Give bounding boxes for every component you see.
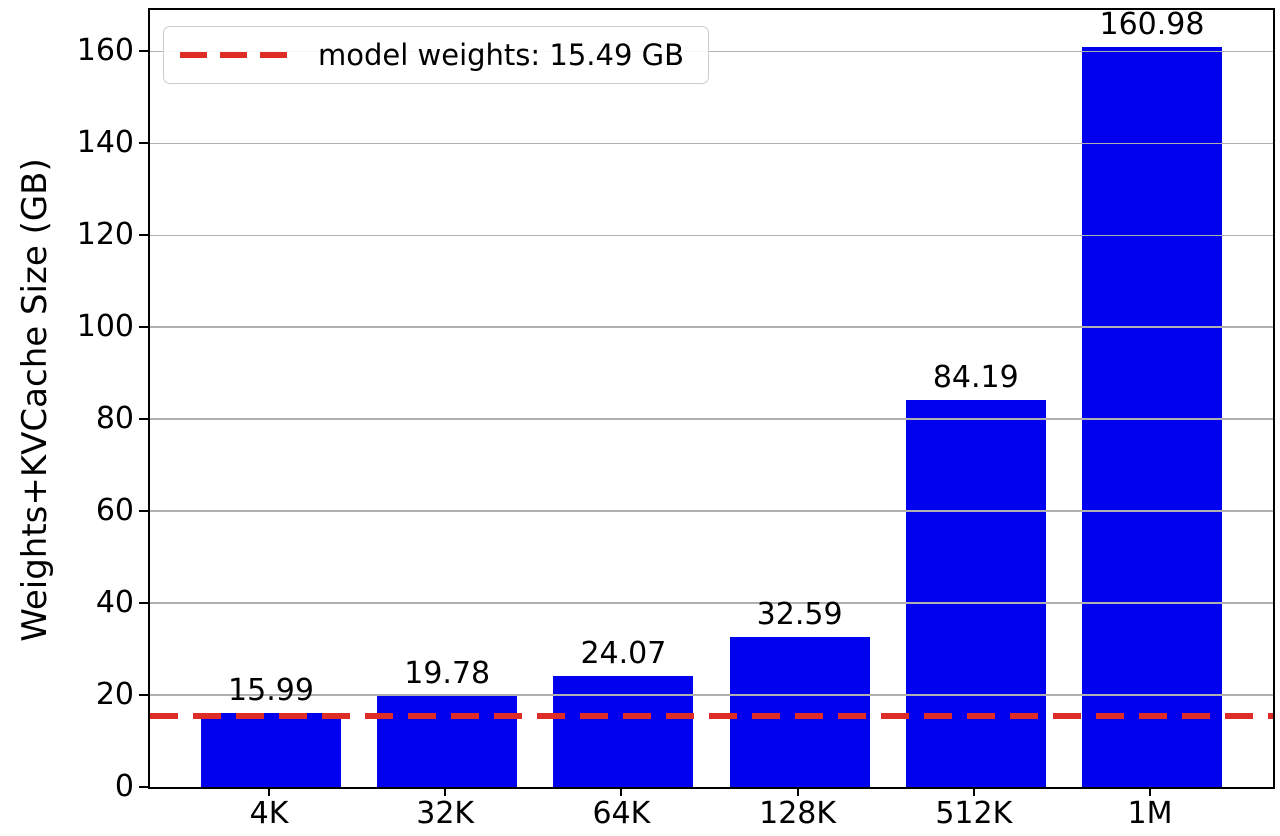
y-tick-label: 40 xyxy=(95,585,134,621)
gridline xyxy=(150,326,1273,328)
x-tick-label: 4K xyxy=(249,796,289,831)
bar xyxy=(553,676,694,787)
x-tick-mark xyxy=(620,787,623,796)
bar-value-label: 15.99 xyxy=(228,673,314,709)
y-tick-label: 80 xyxy=(95,401,134,437)
x-tick-label: 1M xyxy=(1127,796,1173,831)
gridline xyxy=(150,602,1273,604)
model-weights-reference-line xyxy=(150,712,1273,719)
y-tick-label: 60 xyxy=(95,493,134,529)
y-tick-mark xyxy=(139,50,148,53)
y-tick-mark xyxy=(139,418,148,421)
y-tick-label: 100 xyxy=(76,309,134,345)
y-tick-label: 20 xyxy=(95,677,134,713)
y-tick-mark xyxy=(139,326,148,329)
legend-label: model weights: 15.49 GB xyxy=(318,38,684,72)
x-tick-label: 128K xyxy=(759,796,837,831)
y-tick-mark xyxy=(139,142,148,145)
x-tick-mark xyxy=(972,787,975,796)
gridline xyxy=(150,694,1273,696)
legend: model weights: 15.49 GB xyxy=(163,26,709,84)
y-tick-mark xyxy=(139,510,148,513)
gridline xyxy=(150,234,1273,237)
bar-value-label: 160.98 xyxy=(1099,6,1205,42)
y-tick-label: 120 xyxy=(76,217,134,253)
bar-value-label: 24.07 xyxy=(580,636,667,672)
x-tick-label: 512K xyxy=(935,796,1013,831)
y-tick-mark xyxy=(139,234,148,237)
gridline xyxy=(150,418,1273,420)
plot-area: 15.99 19.78 24.07 32.59 84.19 160.98 model we… xyxy=(148,8,1275,789)
y-tick-label: 0 xyxy=(114,769,134,804)
x-tick-mark xyxy=(444,787,447,796)
y-tick-mark xyxy=(139,602,148,605)
gridline xyxy=(150,50,1273,53)
dashed-line-icon xyxy=(180,52,292,58)
x-tick-label: 32K xyxy=(416,796,475,831)
y-tick-mark xyxy=(139,786,148,788)
bar xyxy=(377,696,518,787)
gridline xyxy=(150,510,1273,512)
bar xyxy=(201,713,341,787)
y-tick-label: 140 xyxy=(76,125,134,161)
bar-value-label: 32.59 xyxy=(756,597,843,633)
gridline xyxy=(150,142,1273,145)
bar-value-label: 19.78 xyxy=(404,656,491,692)
x-tick-mark xyxy=(268,787,270,796)
bar-value-label: 84.19 xyxy=(932,359,1019,395)
bar xyxy=(1082,46,1222,787)
x-tick-label: 64K xyxy=(592,796,651,831)
x-tick-mark xyxy=(1149,787,1151,796)
x-tick-mark xyxy=(796,787,799,796)
bar xyxy=(729,637,870,787)
y-tick-mark xyxy=(139,694,148,697)
y-tick-label: 160 xyxy=(76,33,134,69)
bar xyxy=(905,399,1046,787)
